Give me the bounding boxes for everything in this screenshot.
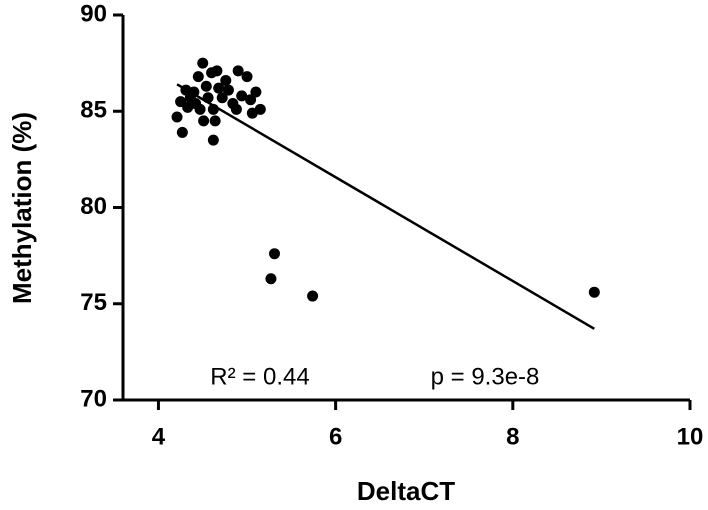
point bbox=[222, 84, 234, 96]
point bbox=[192, 71, 204, 83]
x-tick-label: 8 bbox=[506, 423, 519, 450]
x-tick-label: 10 bbox=[677, 423, 704, 450]
point bbox=[200, 80, 212, 92]
point bbox=[207, 103, 219, 115]
fit-line bbox=[176, 83, 595, 330]
point bbox=[207, 134, 219, 146]
y-tick-label: 80 bbox=[80, 193, 107, 220]
point bbox=[220, 74, 232, 86]
y-tick-label: 75 bbox=[80, 289, 107, 316]
point bbox=[250, 86, 262, 98]
point bbox=[176, 126, 188, 138]
point bbox=[588, 286, 600, 298]
point bbox=[211, 65, 223, 77]
point bbox=[213, 82, 225, 94]
x-axis-label: DeltaCT bbox=[357, 476, 455, 506]
y-axis-label: Methylation (%) bbox=[7, 112, 37, 304]
point bbox=[175, 96, 187, 108]
point bbox=[171, 111, 183, 123]
y-tick-label: 85 bbox=[80, 97, 107, 124]
point bbox=[209, 115, 221, 127]
point bbox=[232, 65, 244, 77]
x-tick-label: 6 bbox=[329, 423, 342, 450]
point bbox=[216, 92, 228, 104]
point bbox=[245, 94, 257, 106]
point bbox=[202, 92, 214, 104]
point bbox=[197, 57, 209, 69]
r-squared: R² = 0.44 bbox=[210, 363, 309, 390]
x-tick-label: 4 bbox=[152, 423, 166, 450]
point bbox=[198, 115, 210, 127]
point bbox=[236, 90, 248, 102]
point bbox=[307, 290, 319, 302]
point bbox=[265, 273, 277, 285]
point bbox=[188, 86, 200, 98]
point bbox=[268, 248, 280, 260]
y-tick-label: 70 bbox=[80, 385, 107, 412]
point bbox=[230, 103, 242, 115]
y-tick-label: 90 bbox=[80, 0, 107, 27]
point bbox=[246, 107, 258, 119]
point bbox=[241, 71, 253, 83]
point bbox=[194, 103, 206, 115]
p-value: p = 9.3e-8 bbox=[431, 363, 540, 390]
